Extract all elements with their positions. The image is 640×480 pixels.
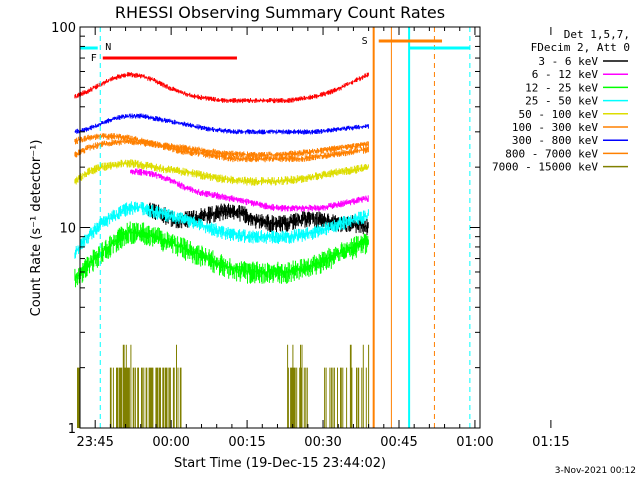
- legend-entry-label: 7000 - 15000 keV: [492, 161, 598, 174]
- legend-entry-label: 300 - 800 keV: [512, 134, 598, 147]
- series-6-trace: [74, 113, 369, 135]
- series-8-spikes: [77, 344, 370, 428]
- x-tick-label: 00:15: [228, 435, 265, 450]
- y-tick-label: 1: [68, 422, 76, 437]
- legend-entry-label: 3 - 6 keV: [538, 55, 598, 68]
- series-layer: [74, 72, 370, 428]
- x-tick-label: 00:00: [152, 435, 189, 450]
- y-axis-label: Count Rate (s⁻¹ detector⁻¹): [29, 140, 44, 317]
- overlay-layer: NF S: [80, 27, 471, 428]
- series-1-trace: [130, 168, 369, 212]
- x-axis-label: Start Time (19-Dec-15 23:44:02): [174, 456, 386, 471]
- legend-entry-label: 25 - 50 keV: [525, 95, 598, 108]
- night-flag-label: N: [105, 42, 111, 53]
- y-tick-label: 100: [51, 21, 76, 36]
- y-tick-label: 10: [59, 222, 76, 237]
- legend-header-line: FDecim 2, Att 0: [531, 41, 630, 54]
- legend-entry-label: 6 - 12 keV: [532, 68, 599, 81]
- x-tick-label: 00:45: [380, 435, 417, 450]
- chart-title: RHESSI Observing Summary Count Rates: [115, 3, 445, 22]
- legend-entry-label: 100 - 300 keV: [512, 121, 598, 134]
- axes-layer: 23:45 00:00 00:15 00:30 00:45 01:00 01:15 1 10 10…: [51, 21, 569, 450]
- legend-entry-label: 800 - 7000 keV: [505, 147, 598, 160]
- series-9-trace: [74, 72, 369, 104]
- x-tick-label: 01:15: [532, 435, 569, 450]
- flare-flag-label: F: [91, 53, 97, 64]
- footer-date: 3-Nov-2021 00:12: [555, 466, 636, 476]
- legend-entry-label: 50 - 100 keV: [519, 108, 599, 121]
- x-tick-label: 23:45: [76, 435, 113, 450]
- series-2-trace: [74, 221, 369, 288]
- x-tick-label: 01:00: [456, 435, 493, 450]
- series-3-trace: [74, 201, 369, 259]
- series-4-trace: [74, 159, 369, 186]
- saa-flag-label: S: [362, 36, 368, 47]
- legend-header-line: Det 1,5,7,: [564, 28, 630, 41]
- legend-entry-label: 12 - 25 keV: [525, 81, 598, 94]
- series-5-trace: [74, 138, 369, 159]
- x-tick-label: 00:30: [304, 435, 341, 450]
